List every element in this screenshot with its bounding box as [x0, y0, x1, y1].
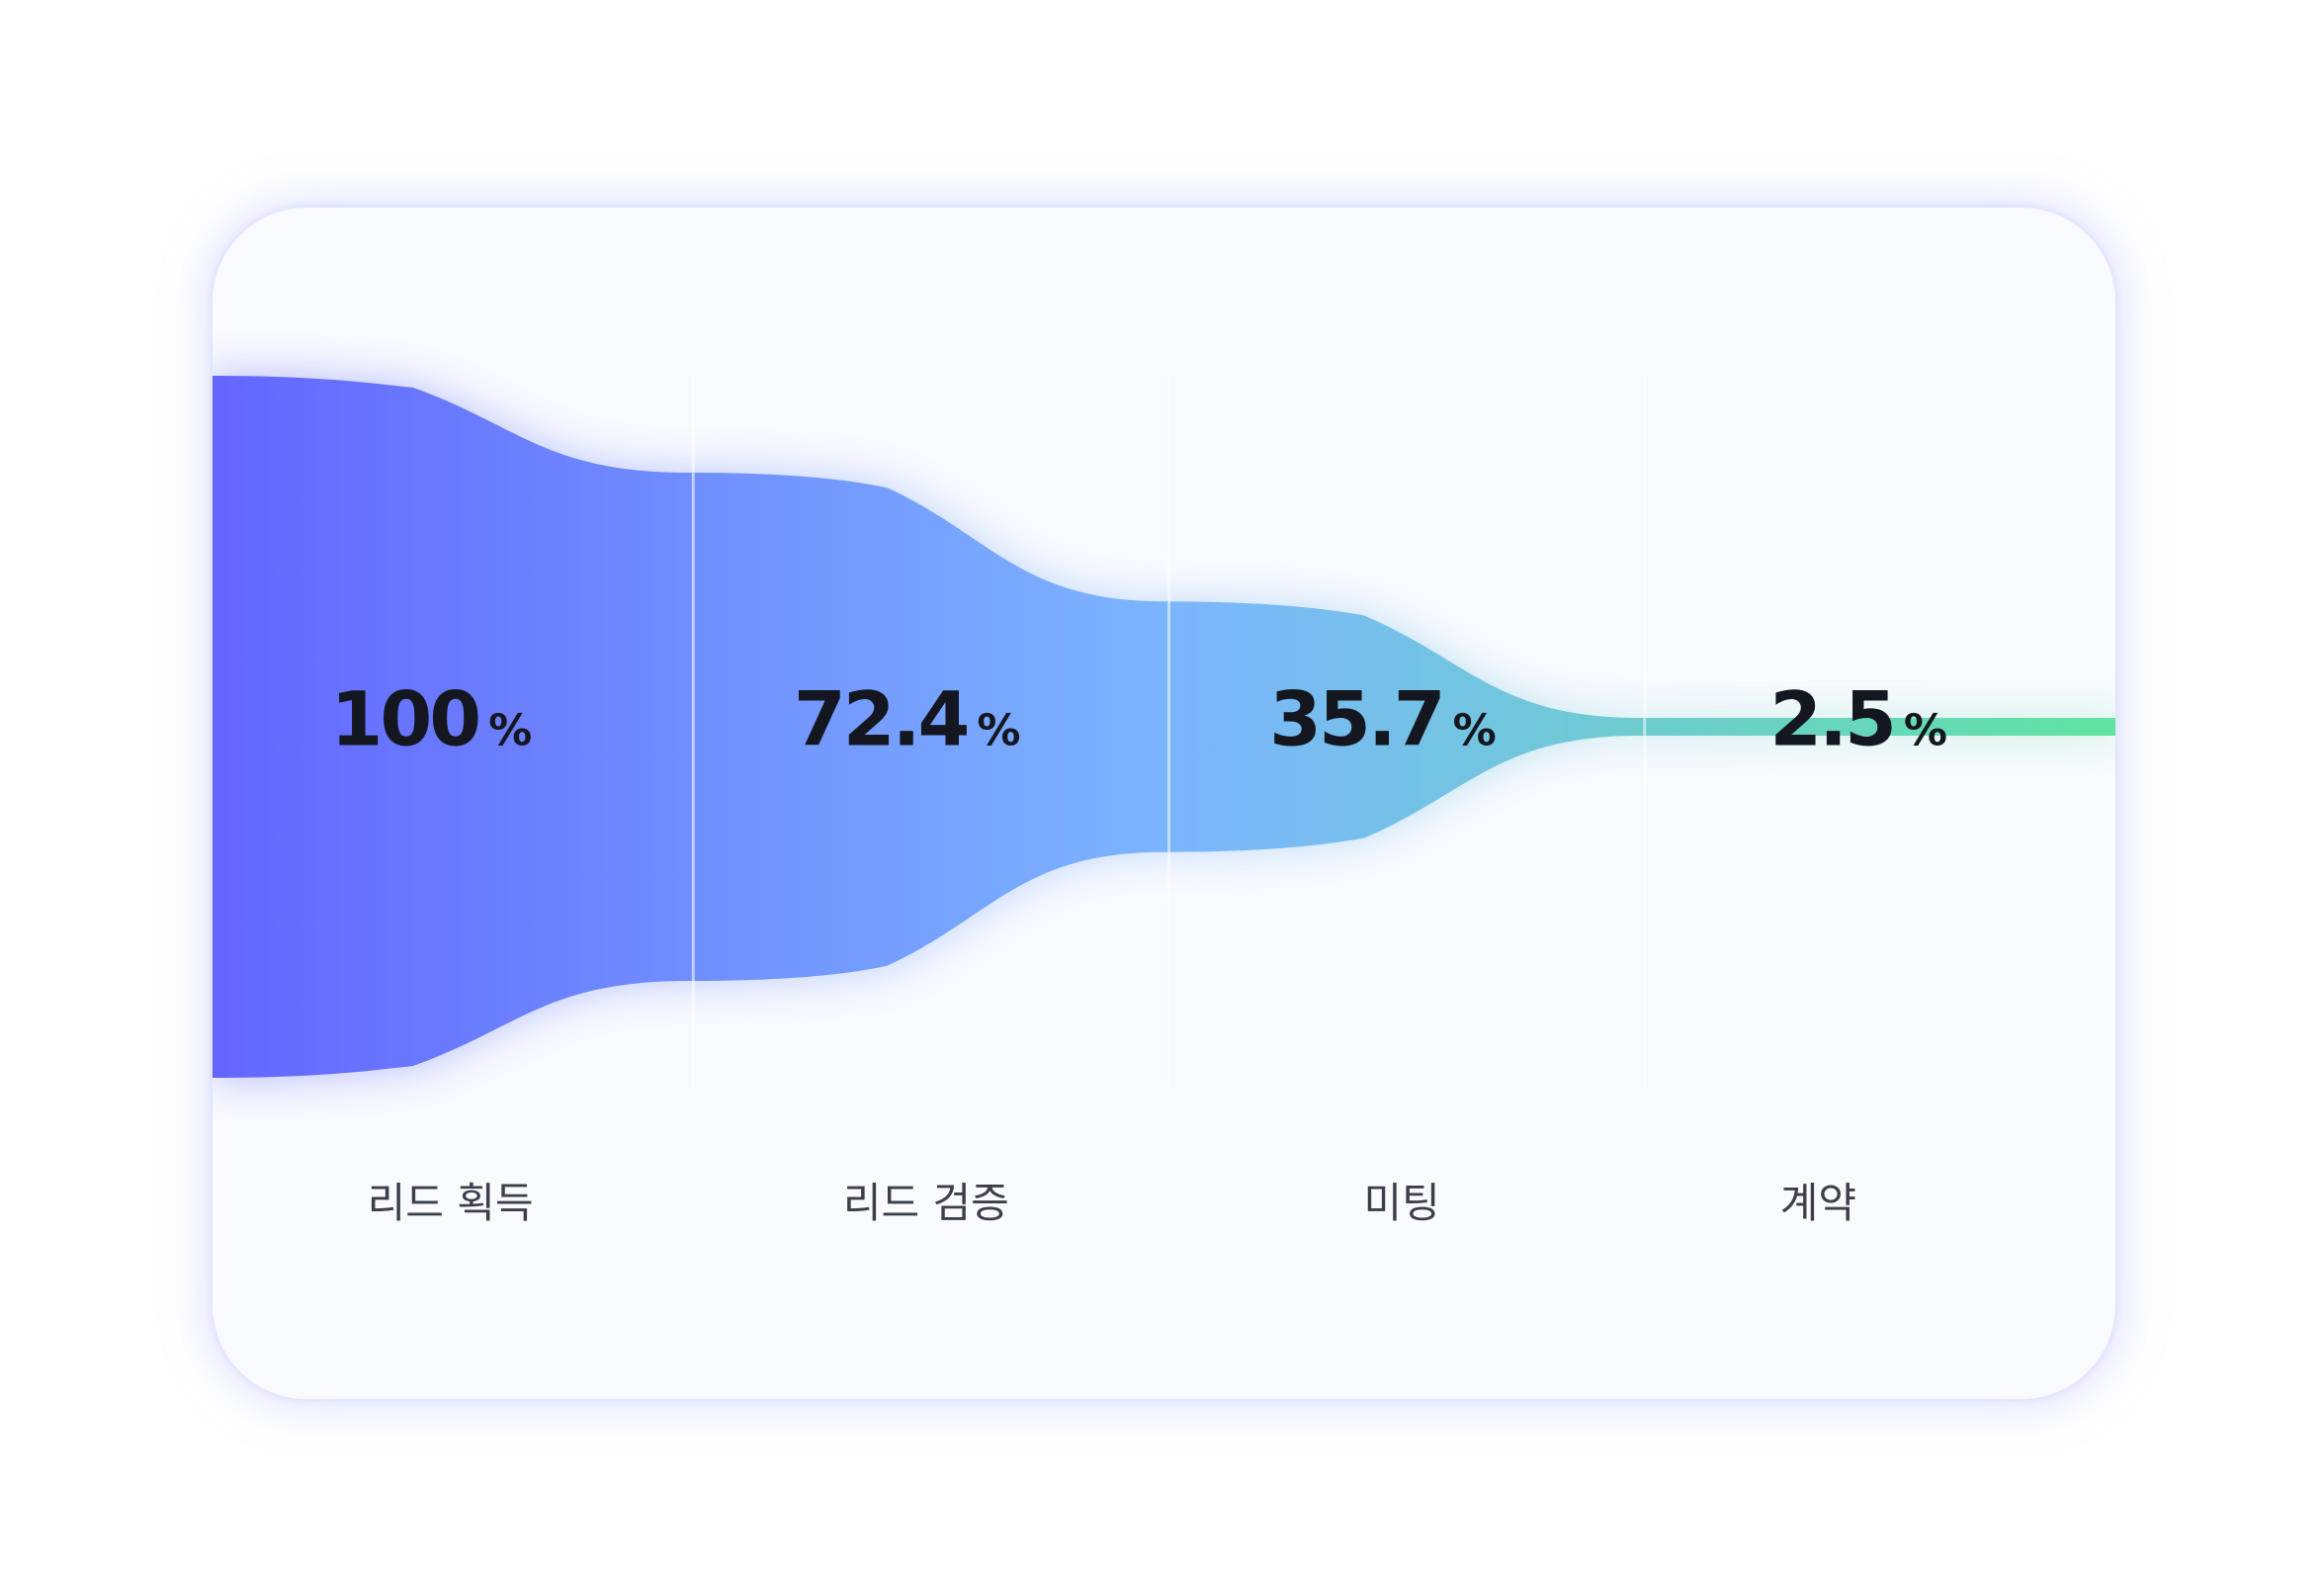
data-label-value: 100 — [330, 674, 482, 763]
category-label: 계약 — [1779, 1179, 1857, 1227]
funnel-area — [213, 376, 2115, 1078]
category-label: 미팅 — [1363, 1179, 1440, 1227]
category-label: 리드 검증 — [842, 1179, 1009, 1227]
data-label-value: 35.7 — [1269, 674, 1446, 763]
data-label-unit: % — [488, 705, 533, 756]
data-label: 35.7% — [1269, 675, 1497, 763]
data-label: 2.5% — [1769, 675, 1947, 763]
data-label-value: 72.4 — [793, 674, 971, 763]
category-label: 리드 획득 — [367, 1179, 534, 1227]
data-label-value: 2.5 — [1769, 674, 1897, 763]
data-label-unit: % — [977, 705, 1021, 756]
funnel-chart — [213, 376, 2115, 1088]
data-label: 72.4% — [794, 675, 1021, 763]
data-label-unit: % — [1452, 705, 1497, 756]
data-label-unit: % — [1903, 705, 1947, 756]
funnel-chart-card — [213, 208, 2115, 1399]
data-label: 100% — [331, 675, 533, 763]
